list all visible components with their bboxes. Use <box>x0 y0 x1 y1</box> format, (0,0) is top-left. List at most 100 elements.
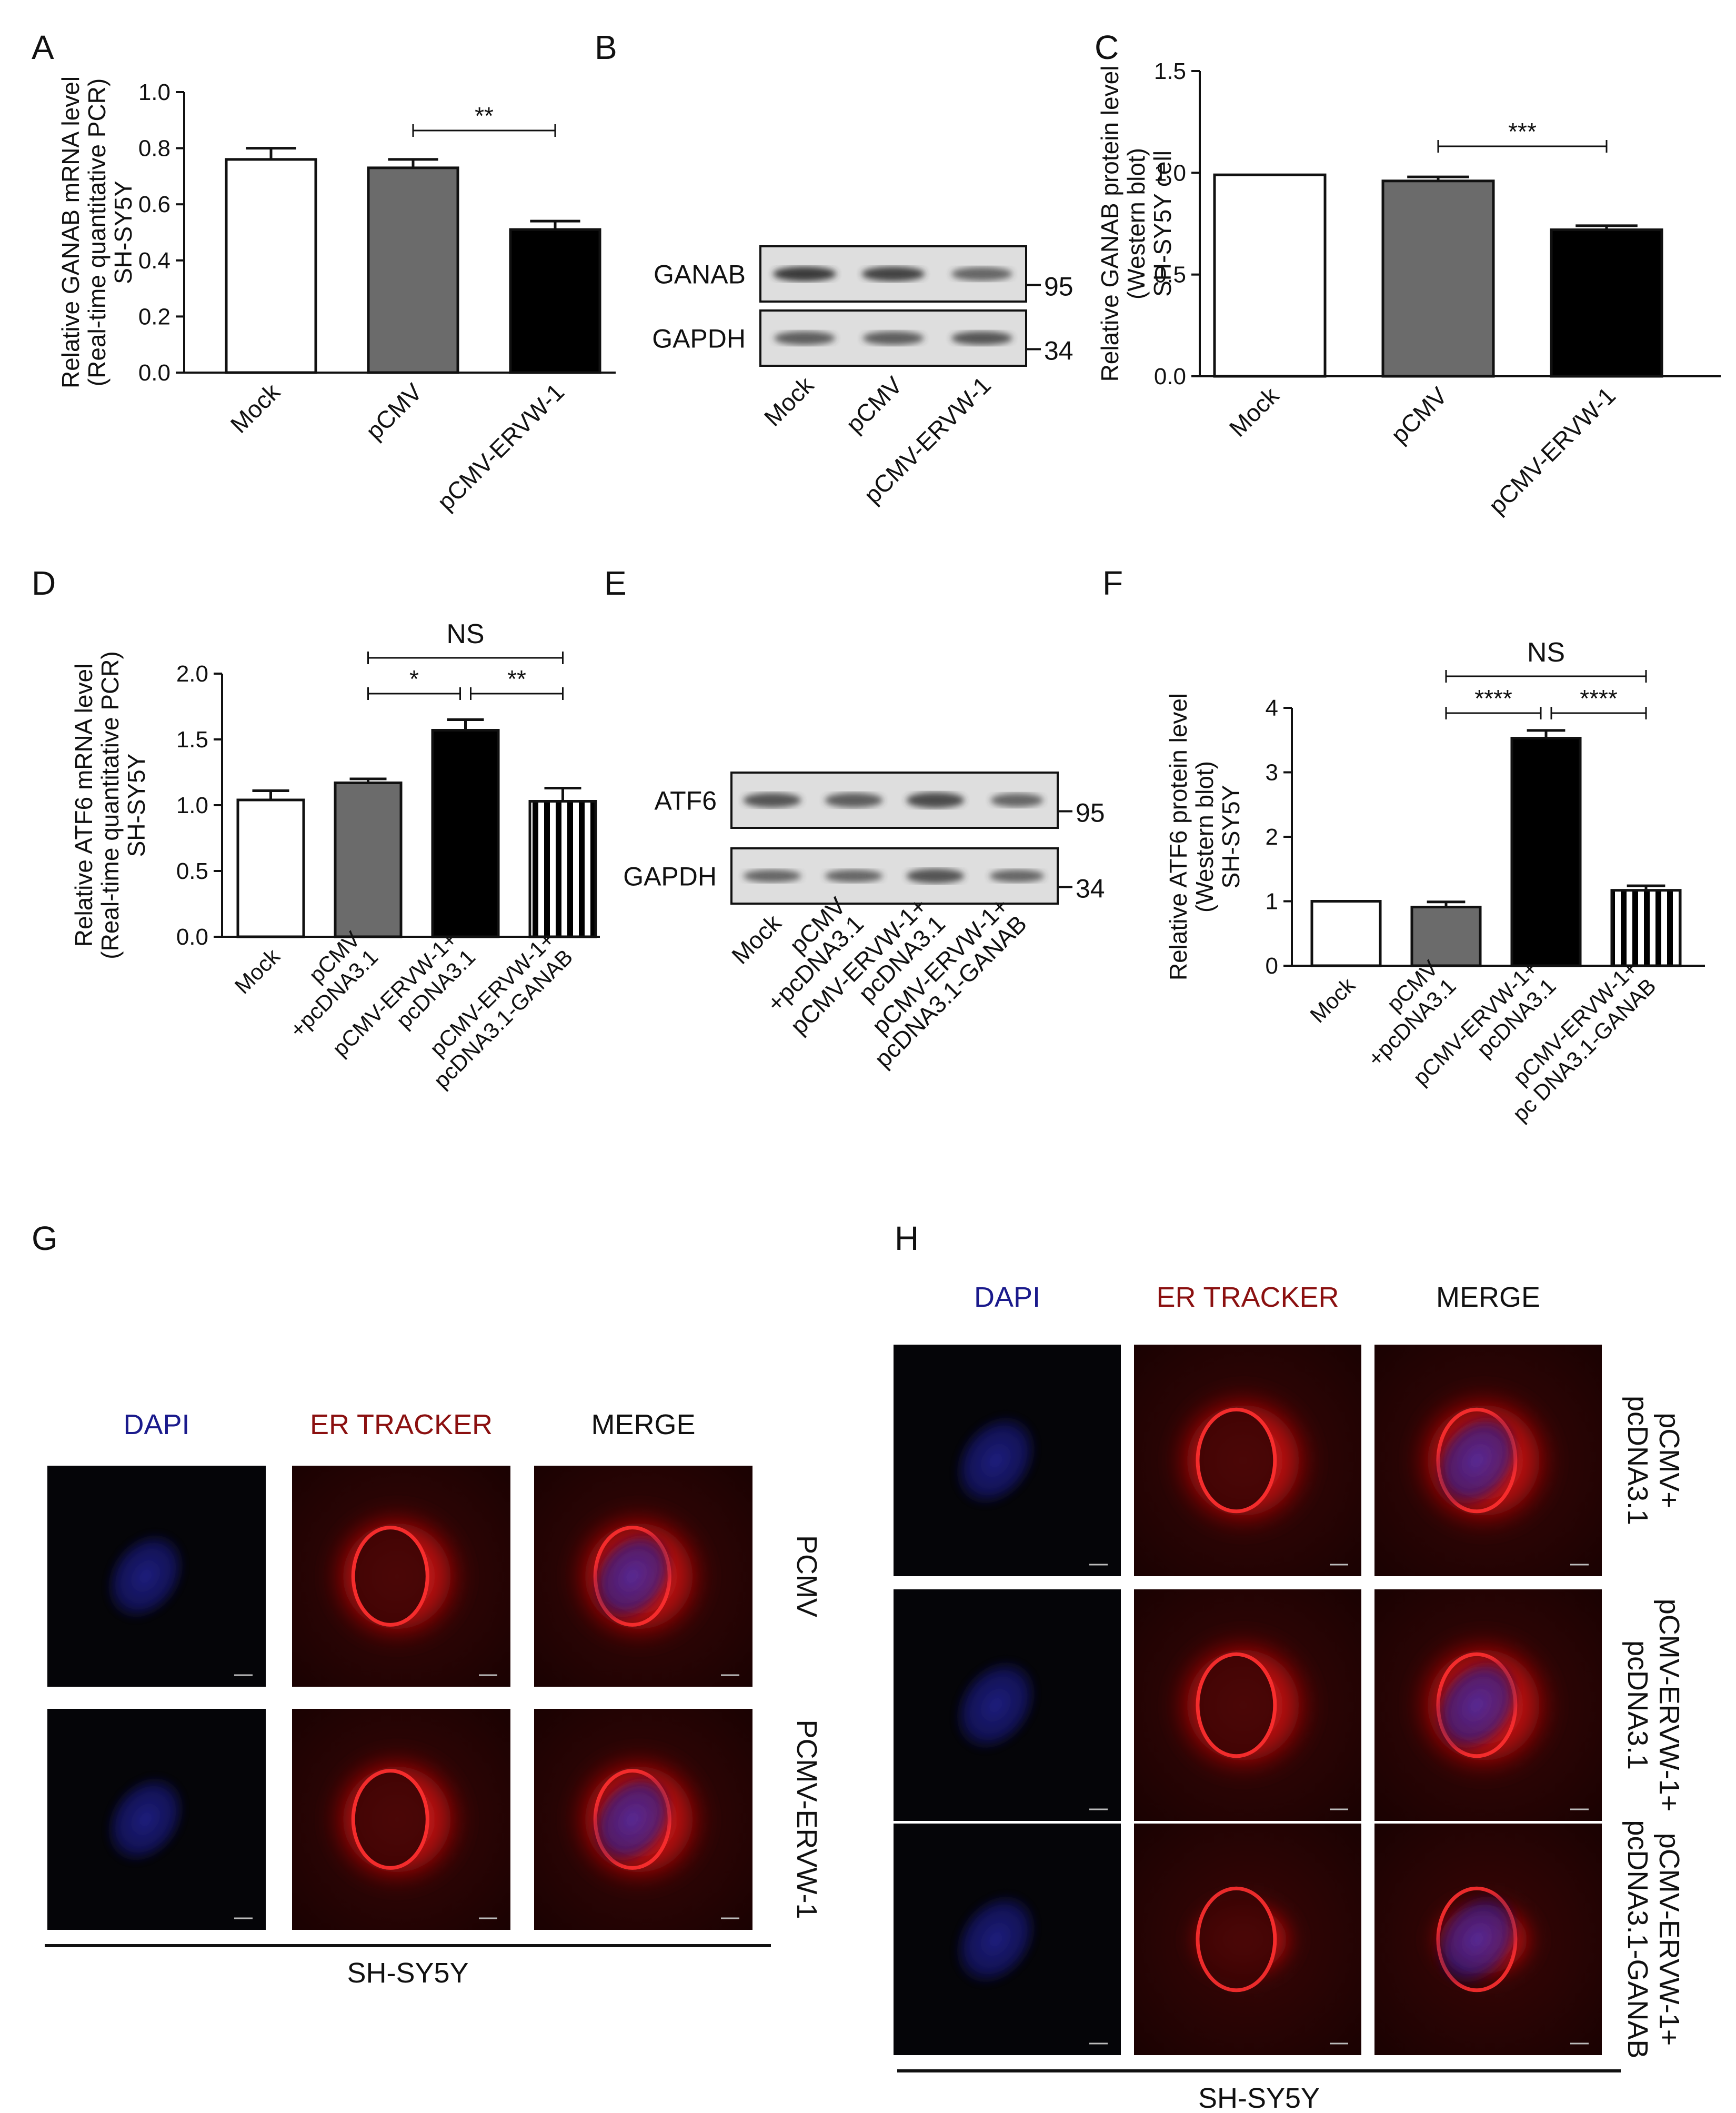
lane-label: Mock <box>759 371 819 432</box>
row-label-text: pCMV+pcDNA3.1 <box>1622 1396 1685 1525</box>
channel-header: DAPI <box>123 1409 189 1440</box>
y-tick-label: 0.2 <box>138 304 170 329</box>
x-tick-label-text: pCMV <box>1386 382 1452 448</box>
y-tick-label: 0.6 <box>138 192 170 217</box>
panel-letter-c: C <box>1095 28 1119 66</box>
x-tick-label-text: Mock <box>225 378 286 438</box>
row-label-text: pCMV-ERVW-1+pcDNA3.1-GANAB <box>1622 1820 1685 2058</box>
x-tick-label-text: Mock <box>230 943 285 998</box>
bar <box>1381 179 1495 378</box>
panel-letter-g: G <box>32 1219 58 1257</box>
chart-f: 0 1 2 3 4 Relative ATF6 protein level(Western… <box>1165 637 1705 1126</box>
panel-letter-h: H <box>895 1219 919 1257</box>
panel-letter-e: E <box>604 564 627 602</box>
cell-line-label: SH-SY5Y <box>1198 2082 1320 2113</box>
panel-letter-a: A <box>32 28 54 66</box>
bar <box>1310 900 1382 967</box>
panel-letter-d: D <box>32 564 56 602</box>
molecular-weight-marker: 34 <box>1076 874 1105 904</box>
nucleus-signal <box>593 1776 672 1862</box>
lane-label-text: pCMV <box>840 371 907 438</box>
y-tick-label: 0.5 <box>1154 262 1186 288</box>
blot-row-label: GANAB <box>654 260 746 289</box>
nucleus-signal <box>106 1776 185 1862</box>
channel-header: ER TRACKER <box>310 1409 493 1440</box>
significance-label: NS <box>1527 637 1565 668</box>
x-tick-label: pCMV <box>360 378 427 445</box>
lane-label: Mock <box>726 909 787 969</box>
x-tick-label-text: Mock <box>1305 972 1360 1027</box>
x-tick-label: pCMV-ERVW-1 <box>432 378 570 516</box>
x-tick-label: Mock <box>1305 972 1360 1027</box>
molecular-weight-marker: 34 <box>1044 336 1073 366</box>
bar <box>509 228 601 374</box>
bar <box>1213 173 1327 378</box>
blot-band <box>773 266 837 282</box>
y-tick-label: 0.0 <box>176 924 208 950</box>
y-tick-label: 0.0 <box>138 360 170 386</box>
y-axis-label-text: Relative ATF6 protein level(Western blot… <box>1165 693 1245 980</box>
blot-band <box>861 266 925 282</box>
cell-line-label: SH-SY5Y <box>347 1957 468 1989</box>
channel-header: MERGE <box>1436 1281 1540 1313</box>
y-tick-label: 0.4 <box>138 248 170 274</box>
y-axis-label-text: Relative GANAB mRNA level(Real-time quan… <box>57 76 137 388</box>
row-label-text: PCMV-ERVW-1 <box>791 1719 822 1919</box>
blot-band <box>825 793 883 808</box>
x-tick-label: Mock <box>230 943 285 998</box>
y-axis-label: Relative GANAB protein level(Western blo… <box>1096 66 1176 382</box>
nuclear-envelope <box>1196 1652 1277 1758</box>
lane-label-text: Mock <box>759 371 819 432</box>
nucleus-signal <box>955 1660 1037 1750</box>
significance-label: ** <box>507 665 526 693</box>
y-tick-label: 1.0 <box>138 79 170 105</box>
y-tick-label: 0.0 <box>1154 364 1186 389</box>
bar <box>528 800 597 938</box>
nuclear-envelope <box>351 1526 429 1627</box>
row-label-text: PCMV <box>791 1535 822 1617</box>
significance-label: NS <box>446 619 484 649</box>
nuclear-envelope <box>351 1769 429 1870</box>
imaging-panel-h: DAPI ER TRACKER MERGE pCMV+pcDNA3.1 pCMV-ERV… <box>894 1281 1685 2113</box>
y-axis-label-text: Relative ATF6 mRNA level(Real-time quant… <box>70 651 150 959</box>
x-tick-label: Mock <box>1224 382 1285 442</box>
nucleus-signal <box>955 1415 1037 1506</box>
blot-band <box>951 267 1012 281</box>
y-tick-label: 1 <box>1266 889 1278 915</box>
y-axis-label-text: Relative GANAB protein level(Western blo… <box>1096 66 1176 382</box>
channel-header: ER TRACKER <box>1156 1281 1339 1313</box>
y-tick-label: 1.5 <box>176 727 208 753</box>
molecular-weight-marker: 95 <box>1076 798 1105 828</box>
imaging-panel-g: DAPI ER TRACKER MERGE PCMV PCMV-ERVW-1 SH-SY5… <box>45 1409 822 1989</box>
row-label: PCMV-ERVW-1 <box>791 1719 822 1919</box>
y-tick-label: 2 <box>1266 824 1278 850</box>
channel-header: MERGE <box>591 1409 695 1440</box>
y-tick-label: 3 <box>1266 760 1278 786</box>
blot-band <box>989 869 1045 883</box>
y-tick-label: 0 <box>1266 953 1278 979</box>
significance-label: ** <box>475 102 494 129</box>
blot-row-label: GAPDH <box>652 324 746 354</box>
bar <box>367 166 459 374</box>
blot-band <box>906 792 965 808</box>
blot-band <box>990 793 1043 807</box>
bar <box>431 729 500 938</box>
y-tick-label: 2.0 <box>176 661 208 687</box>
row-label: pCMV-ERVW-1+pcDNA3.1 <box>1622 1599 1685 1812</box>
nucleus-signal <box>1436 1894 1518 1985</box>
bar <box>236 798 305 938</box>
bar <box>1610 889 1682 967</box>
row-label: PCMV <box>791 1535 822 1617</box>
x-tick-label-text: pCMV <box>360 378 427 445</box>
y-tick-label: 4 <box>1266 695 1278 721</box>
y-tick-label: 1.0 <box>176 793 208 818</box>
x-tick-label-text: pCMV-ERVW-1 <box>1483 382 1621 519</box>
significance-label: * <box>409 665 419 693</box>
panel-letter-b: B <box>595 28 617 66</box>
significance-label: **** <box>1474 685 1512 712</box>
x-tick-label-text: pCMV-ERVW-1 <box>432 378 570 516</box>
